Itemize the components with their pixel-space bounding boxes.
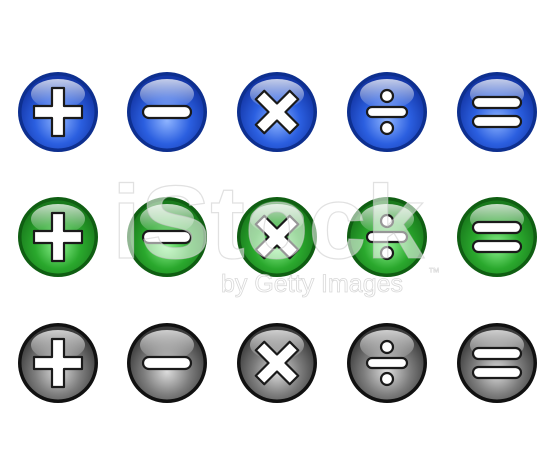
gray-minus-button[interactable] bbox=[125, 321, 209, 405]
multiply-icon bbox=[237, 72, 317, 152]
blue-equals-button[interactable] bbox=[455, 70, 539, 154]
plus-icon bbox=[18, 197, 98, 277]
plus-icon bbox=[18, 323, 98, 403]
gray-divide-button[interactable] bbox=[345, 321, 429, 405]
blue-minus-button[interactable] bbox=[125, 70, 209, 154]
divide-icon bbox=[347, 323, 427, 403]
equals-icon bbox=[457, 197, 537, 277]
green-equals-button[interactable] bbox=[455, 195, 539, 279]
plus-icon bbox=[18, 72, 98, 152]
green-plus-button[interactable] bbox=[16, 195, 100, 279]
green-multiply-button[interactable] bbox=[235, 195, 319, 279]
blue-divide-button[interactable] bbox=[345, 70, 429, 154]
minus-icon bbox=[127, 72, 207, 152]
blue-multiply-button[interactable] bbox=[235, 70, 319, 154]
gray-equals-button[interactable] bbox=[455, 321, 539, 405]
divide-icon bbox=[347, 72, 427, 152]
minus-icon bbox=[127, 197, 207, 277]
blue-plus-button[interactable] bbox=[16, 70, 100, 154]
equals-icon bbox=[457, 323, 537, 403]
gray-plus-button[interactable] bbox=[16, 321, 100, 405]
multiply-icon bbox=[237, 323, 317, 403]
equals-icon bbox=[457, 72, 537, 152]
multiply-icon bbox=[237, 197, 317, 277]
gray-multiply-button[interactable] bbox=[235, 321, 319, 405]
green-divide-button[interactable] bbox=[345, 195, 429, 279]
minus-icon bbox=[127, 323, 207, 403]
divide-icon bbox=[347, 197, 427, 277]
green-minus-button[interactable] bbox=[125, 195, 209, 279]
